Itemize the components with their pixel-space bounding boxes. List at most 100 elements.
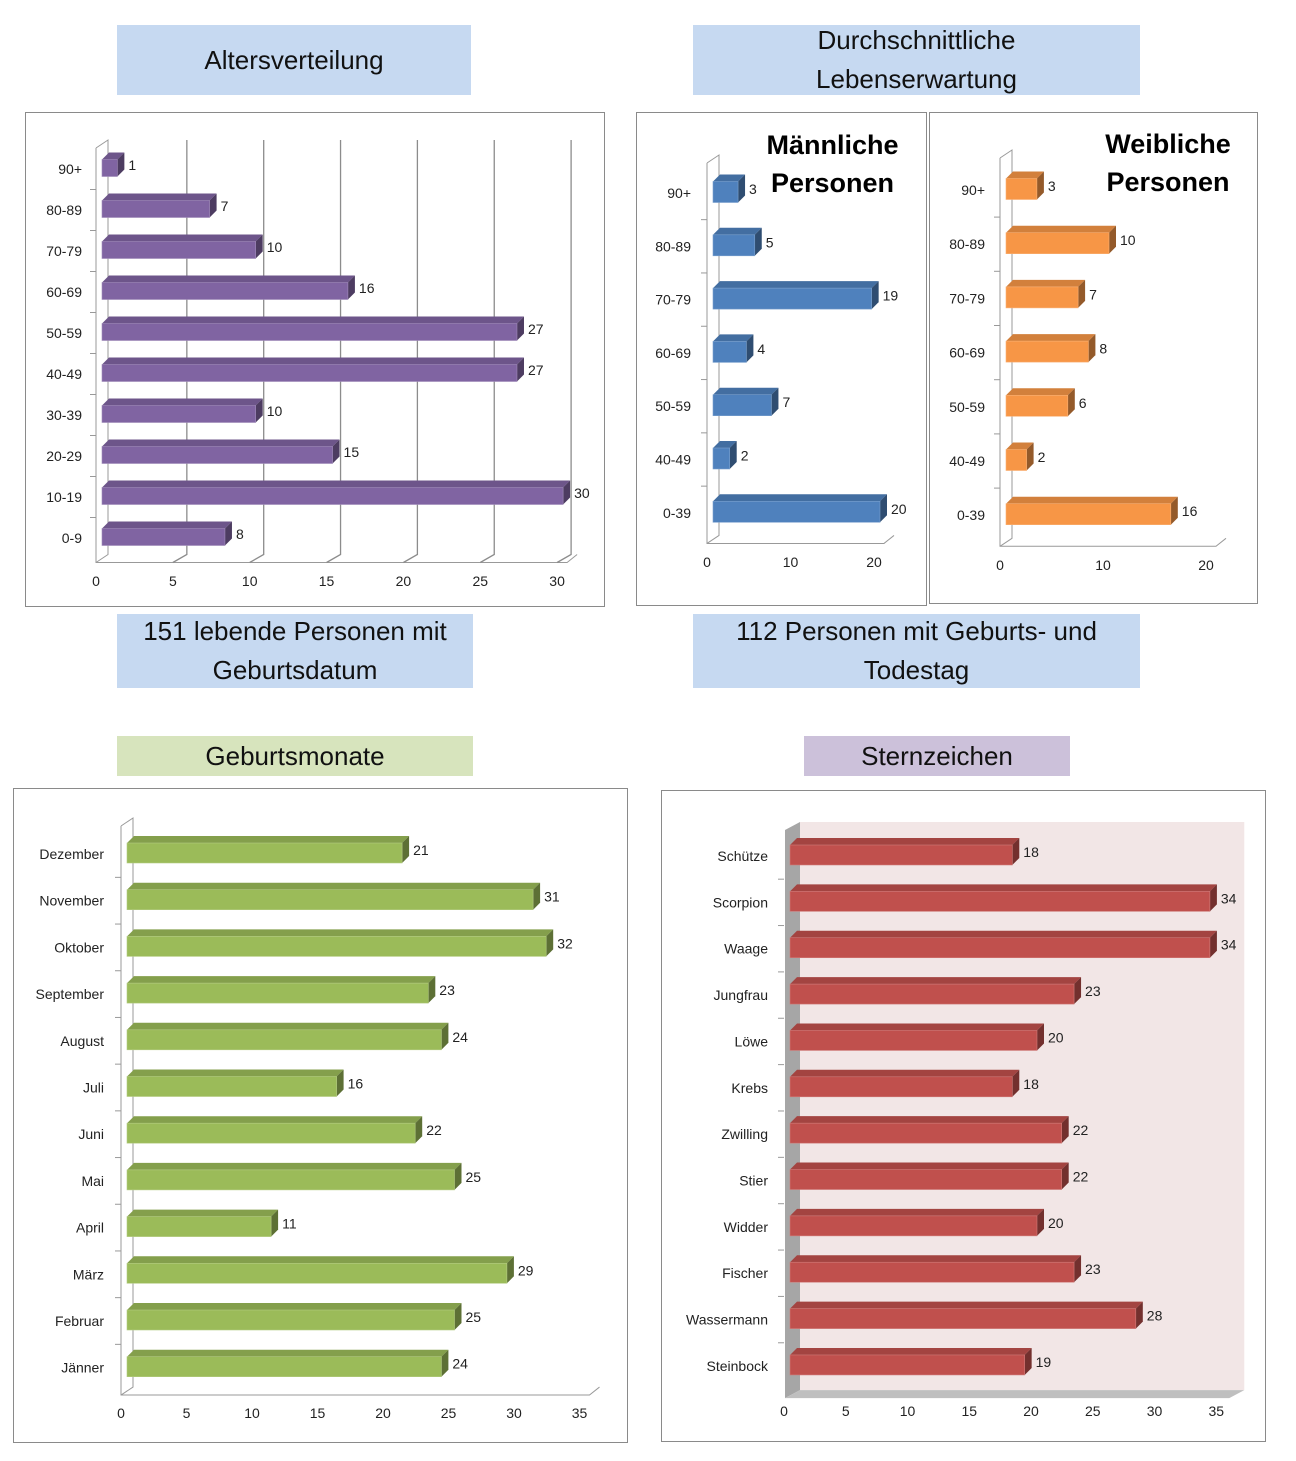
subtitle-male: Männliche Personen bbox=[750, 126, 915, 202]
data-label: 24 bbox=[452, 1029, 468, 1045]
bar-front bbox=[101, 364, 518, 382]
data-label: 29 bbox=[518, 1262, 534, 1278]
x-tick-label: 20 bbox=[375, 1405, 391, 1421]
bar-side bbox=[1078, 279, 1086, 308]
bar bbox=[126, 1162, 462, 1191]
bar-top bbox=[127, 1069, 344, 1077]
bar bbox=[712, 227, 762, 257]
bar-top bbox=[1006, 279, 1086, 287]
y-tick-label: 40-49 bbox=[46, 366, 82, 382]
bar-front bbox=[126, 1122, 416, 1144]
data-label: 21 bbox=[413, 842, 429, 858]
bar bbox=[789, 1255, 1082, 1283]
x-tick-label: 30 bbox=[506, 1405, 522, 1421]
y-tick-label: 20-29 bbox=[46, 448, 82, 464]
title-lebenserwartung: Durchschnittliche Lebenserwartung bbox=[693, 25, 1140, 95]
data-label: 16 bbox=[348, 1076, 364, 1092]
bar-front bbox=[126, 1029, 442, 1051]
bar-side bbox=[1074, 977, 1082, 1005]
bar bbox=[789, 1069, 1020, 1098]
bar-front bbox=[789, 1215, 1038, 1237]
bar-front bbox=[712, 394, 772, 417]
y-tick-label: Wassermann bbox=[686, 1312, 768, 1328]
bar-top bbox=[713, 227, 762, 235]
y-tick-label: November bbox=[39, 893, 104, 909]
chart-zodiac: 0 5 10 15 20 25 30 35 Schütze 18 Scorpion 34 Waage 34… bbox=[686, 822, 1245, 1419]
bar-side bbox=[1037, 1208, 1044, 1236]
data-label: 2 bbox=[741, 448, 749, 464]
axis-floor bbox=[706, 163, 895, 544]
bar bbox=[789, 1347, 1032, 1376]
x-tick-label: 20 bbox=[866, 554, 882, 570]
bar bbox=[1005, 388, 1075, 417]
bar bbox=[789, 977, 1082, 1005]
bar-top bbox=[790, 838, 1020, 845]
data-label: 23 bbox=[1085, 983, 1101, 999]
side-wall bbox=[785, 822, 800, 1399]
bar bbox=[1005, 225, 1116, 254]
bar bbox=[789, 884, 1217, 912]
bar-front bbox=[1005, 232, 1110, 254]
bar-side bbox=[516, 357, 524, 382]
bar-top bbox=[102, 152, 125, 160]
y-tick-label: 10-19 bbox=[46, 489, 82, 505]
bar bbox=[126, 882, 541, 911]
data-label: 19 bbox=[883, 288, 899, 304]
bar-front bbox=[712, 181, 739, 203]
data-label: 30 bbox=[574, 485, 590, 501]
bar bbox=[101, 439, 340, 464]
data-label: 19 bbox=[1036, 1354, 1052, 1370]
bar bbox=[101, 357, 524, 382]
x-tick-label: 15 bbox=[319, 573, 335, 589]
data-label: 27 bbox=[528, 321, 544, 337]
data-label: 34 bbox=[1221, 937, 1237, 953]
bar-side bbox=[454, 1303, 462, 1330]
y-tick-label: Oktober bbox=[54, 939, 104, 955]
bar bbox=[101, 480, 571, 505]
bar-top bbox=[1006, 388, 1075, 396]
bar bbox=[789, 1116, 1069, 1144]
y-tick-label: April bbox=[76, 1220, 104, 1236]
bar-front bbox=[789, 844, 1013, 866]
y-tick-label: 60-69 bbox=[46, 284, 82, 300]
bar-front bbox=[712, 287, 872, 310]
x-tick-label: 20 bbox=[1023, 1403, 1039, 1419]
bar-side bbox=[771, 387, 779, 416]
bar-side bbox=[255, 398, 263, 423]
y-tick-label: Fischer bbox=[722, 1265, 768, 1281]
bar-top bbox=[790, 1116, 1069, 1124]
data-label: 7 bbox=[782, 394, 790, 410]
bar bbox=[1005, 171, 1044, 200]
x-tick-label: 0 bbox=[703, 554, 711, 570]
bar-side bbox=[1135, 1301, 1143, 1329]
axis-wall bbox=[95, 139, 109, 563]
back-wall bbox=[800, 822, 1245, 1391]
title-deceased-persons: 112 Personen mit Geburts- und Todestag bbox=[693, 614, 1140, 688]
bar-front bbox=[789, 1308, 1137, 1329]
bar bbox=[789, 1301, 1143, 1329]
y-tick-label: Krebs bbox=[731, 1080, 768, 1096]
x-tick-label: 5 bbox=[169, 573, 177, 589]
bar-side bbox=[746, 334, 754, 363]
bar bbox=[126, 836, 410, 864]
bar-front bbox=[101, 405, 256, 423]
bar bbox=[712, 494, 887, 523]
subtitle-female-line1: Weibliche bbox=[1105, 129, 1231, 159]
bar-front bbox=[101, 323, 518, 341]
data-label: 22 bbox=[426, 1122, 442, 1138]
bar-side bbox=[1026, 442, 1034, 471]
bar bbox=[1005, 334, 1096, 363]
y-tick-label: Juli bbox=[83, 1080, 104, 1096]
bar-top bbox=[713, 387, 779, 395]
data-label: 3 bbox=[749, 181, 757, 197]
bar-top bbox=[127, 929, 554, 937]
chart-female: 0 10 20 90+ 3 80-89 10 70-79 7 60-69 8 50-59 6 40-49 2… bbox=[949, 149, 1227, 573]
data-label: 10 bbox=[267, 403, 283, 419]
bar bbox=[126, 1116, 423, 1144]
bar bbox=[101, 234, 263, 259]
bar-top bbox=[790, 1255, 1082, 1263]
y-tick-label: 70-79 bbox=[46, 243, 82, 259]
x-tick-label: 10 bbox=[242, 573, 258, 589]
y-tick-label: 80-89 bbox=[46, 202, 82, 218]
bar-top bbox=[102, 439, 340, 447]
